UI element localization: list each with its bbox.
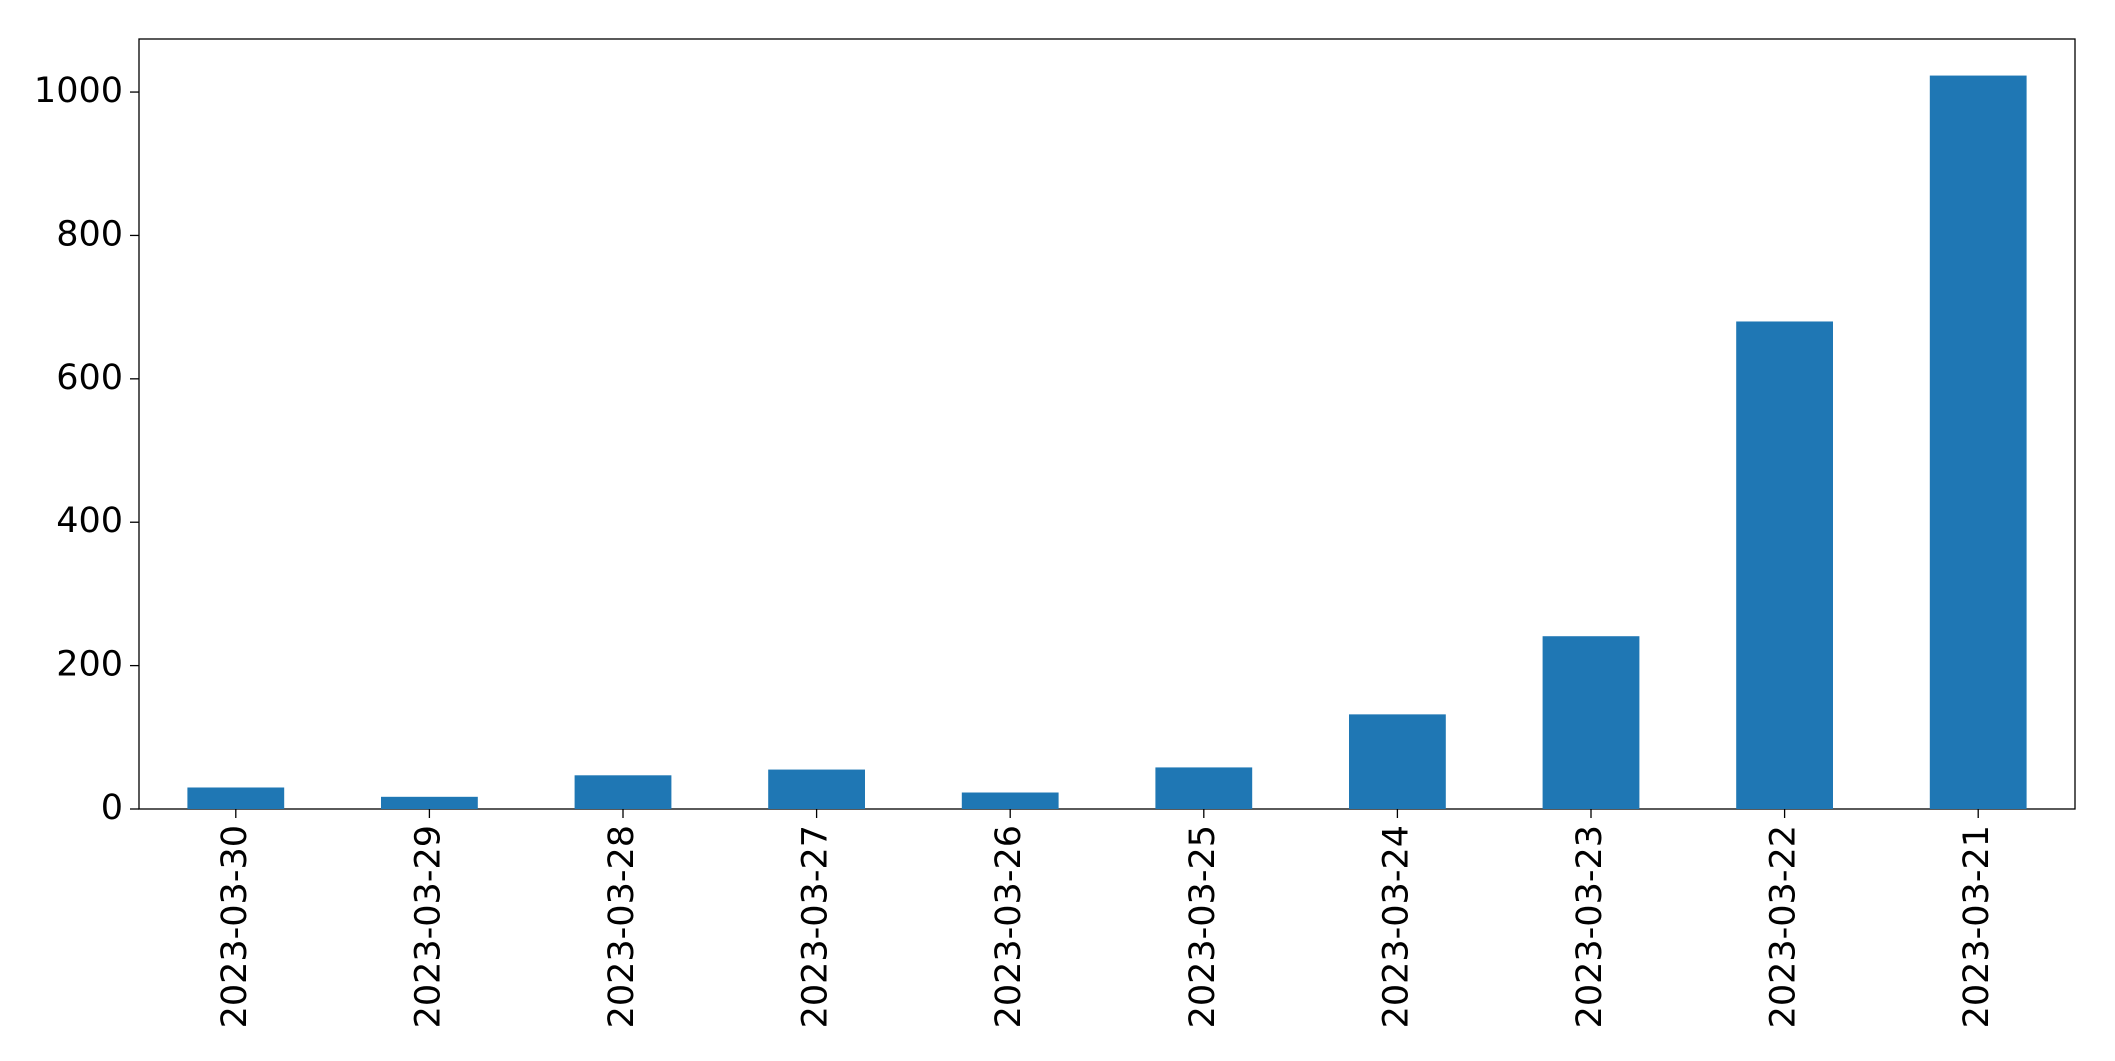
bar [574,775,672,809]
bar [768,769,865,809]
y-tick-label: 1000 [34,71,123,111]
x-tick-label: 2023-03-29 [408,825,448,1028]
bar [381,796,478,809]
y-tick-label: 800 [56,214,123,254]
x-tick-label: 2023-03-27 [796,825,836,1028]
y-tick-label: 200 [56,645,123,685]
bar [961,792,1059,809]
x-tick-label: 2023-03-26 [989,825,1029,1028]
y-tick-label: 0 [101,788,123,828]
plot-frame [138,38,2076,810]
y-tick-label: 600 [56,358,123,398]
bar [1155,767,1253,809]
x-tick-label: 2023-03-21 [1957,825,1997,1028]
bar [187,787,285,809]
x-tick-label: 2023-03-30 [215,825,255,1028]
bar [1542,636,1640,809]
bar [1736,321,1833,809]
x-tick-label: 2023-03-22 [1764,825,1804,1028]
x-tick-label: 2023-03-25 [1183,825,1223,1028]
y-tick-label: 400 [56,501,123,541]
x-tick-label: 2023-03-24 [1376,825,1416,1028]
bar [1929,75,2027,809]
x-tick-label: 2023-03-28 [602,825,642,1028]
bar [1349,714,1446,809]
x-tick-label: 2023-03-23 [1570,825,1610,1028]
